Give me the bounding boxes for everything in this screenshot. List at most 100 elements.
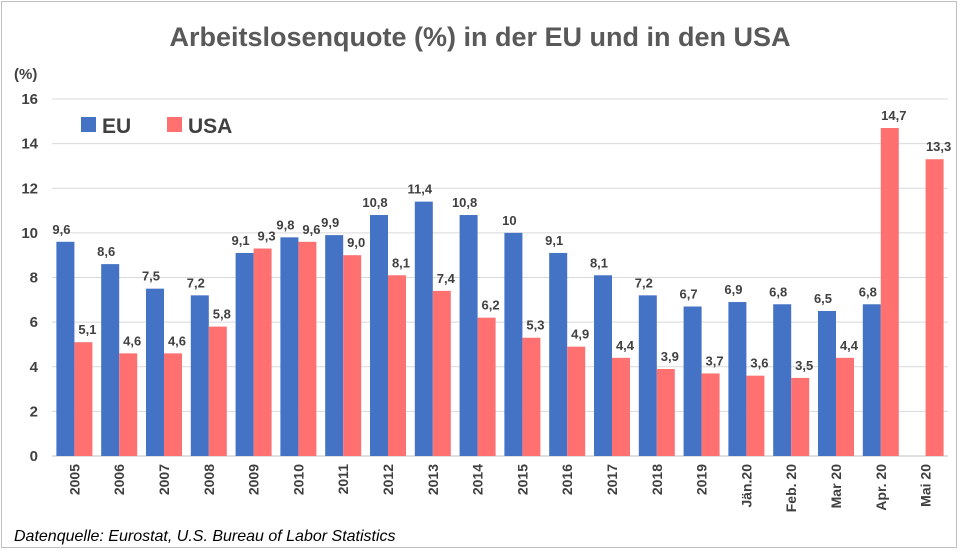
x-tick-label: Jän.20 [738,464,754,508]
x-tick-label: 2019 [694,464,710,495]
legend-swatch-usa [167,117,182,132]
data-label-usa: 9,0 [347,235,365,250]
bar-usa-2011 [343,255,362,456]
y-tick-label: 0 [30,448,38,465]
bar-eu-2013 [414,201,433,456]
data-label-eu: 10,8 [362,195,387,210]
bar-eu-2011 [325,235,344,456]
bar-usa-2018 [656,368,675,456]
bar-usa-Feb20 [791,377,810,456]
data-label-usa: 9,3 [258,228,276,243]
x-tick-label: 2008 [201,464,217,495]
data-label-eu: 8,6 [97,244,115,259]
bar-usa-2014 [477,317,496,456]
x-tick-label: Feb. 20 [783,464,799,512]
bar-usa-2016 [567,346,586,456]
data-label-usa: 6,2 [482,298,500,313]
data-label-usa: 4,6 [123,333,141,348]
y-tick-label: 2 [30,403,38,420]
data-label-usa: 3,6 [750,356,768,371]
y-axis-ticks: 0 2 4 6 8 10 12 14 16 [21,91,38,465]
x-tick-label: 2014 [470,464,486,495]
data-label-eu: 8,1 [590,255,608,270]
data-label-usa: 4,9 [571,327,589,342]
x-tick-label: 2016 [559,464,575,495]
data-label-usa: 3,5 [795,358,813,373]
x-tick-label: 2013 [425,464,441,495]
bar-eu-2008 [190,295,209,456]
x-tick-label: 2017 [604,464,620,495]
data-label-usa: 13,3 [926,139,951,154]
bar-usa-2015 [522,337,541,456]
data-label-usa: 4,4 [616,338,635,353]
data-label-eu: 6,7 [680,287,698,302]
data-label-eu: 6,8 [769,284,787,299]
bar-usa-2017 [612,357,630,456]
legend-label-eu: EU [102,115,131,138]
data-label-usa: 5,3 [526,318,544,333]
x-tick-label: Mai 20 [918,464,934,507]
data-label-usa: 7,4 [437,271,456,286]
chart-title: Arbeitslosenquote (%) in der EU und in d… [169,22,790,52]
source-note: Datenquelle: Eurostat, U.S. Bureau of La… [14,528,396,545]
bar-eu-2014 [459,215,478,456]
x-tick-label: 2010 [290,464,306,495]
legend: EU USA [81,115,232,138]
x-tick-label: 2018 [649,464,665,495]
bar-usa-2008 [208,326,227,456]
bar-usa-2005 [74,342,93,456]
data-label-usa: 3,7 [706,353,724,368]
y-tick-label: 12 [21,180,38,197]
y-axis-label: (%) [14,66,37,83]
bar-usa-Mai20 [925,159,944,456]
bar-eu-Jn20 [728,302,747,456]
bar-eu-2006 [101,264,120,456]
legend-swatch-eu [81,117,96,132]
bar-eu-2012 [370,215,388,456]
x-axis-ticks: 2005 2006 2007 2008 2009 2010 2011 2012 2013 2014… [66,464,933,512]
bar-usa-2007 [164,353,182,456]
bar-usa-2010 [298,241,317,456]
bar-usa-2012 [388,275,406,456]
x-tick-label: 2015 [514,464,530,495]
bar-eu-2007 [146,288,164,456]
x-tick-label: Apr. 20 [873,464,889,511]
x-tick-label: 2012 [380,464,396,495]
data-label-eu: 9,1 [545,233,563,248]
data-label-eu: 11,4 [408,182,433,197]
y-tick-label: 6 [30,314,38,331]
bar-usa-Mar20 [836,357,854,456]
x-tick-label: 2009 [246,464,262,495]
bar-usa-Apr20 [880,128,899,456]
x-tick-label: 2011 [335,464,351,495]
data-label-usa: 5,8 [213,307,231,322]
bar-eu-2019 [683,306,702,456]
bar-eu-Mar20 [818,310,836,456]
bar-eu-2015 [504,232,523,456]
x-tick-label: 2007 [156,464,172,495]
y-tick-label: 8 [30,270,38,287]
bar-eu-2017 [594,275,612,456]
bar-usa-Jn20 [746,375,765,456]
data-label-usa: 9,6 [302,222,320,237]
bar-eu-2009 [235,252,254,456]
bar-eu-Feb20 [773,304,792,456]
data-label-usa: 5,1 [78,322,96,337]
data-labels: 9,65,18,64,67,54,67,25,89,1 9,39,8 9,6 9,99… [52,108,951,373]
bar-usa-2006 [119,353,138,456]
bar-eu-2016 [549,252,568,456]
data-label-eu: 6,5 [814,291,832,306]
data-label-usa: 8,1 [392,255,410,270]
y-tick-label: 10 [21,225,38,242]
bar-eu-Apr20 [862,304,881,456]
data-label-eu: 10,8 [452,195,477,210]
x-tick-label: 2005 [66,464,82,495]
data-label-eu: 9,1 [232,233,250,248]
bar-eu-2010 [280,237,299,456]
bar-eu-2005 [56,241,75,456]
bar-usa-2009 [253,248,272,456]
bar-usa-2013 [432,290,451,456]
bars [56,128,944,456]
